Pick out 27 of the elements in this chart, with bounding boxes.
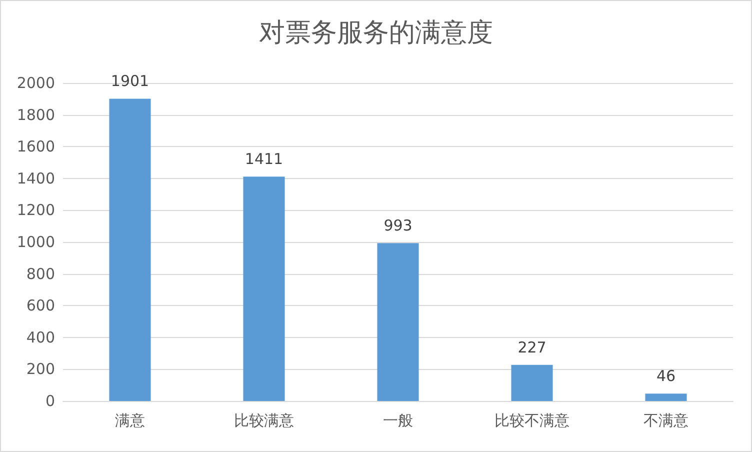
data-label: 1411 xyxy=(244,150,284,168)
bar xyxy=(511,364,553,401)
data-label: 1901 xyxy=(110,72,150,90)
x-tick-label: 比较不满意 xyxy=(494,412,570,430)
bar xyxy=(377,243,419,401)
y-tick-label: 1400 xyxy=(16,169,55,188)
y-tick-label: 2000 xyxy=(16,74,55,92)
chart-title: 对票务服务的满意度 xyxy=(259,18,493,48)
y-tick-label: 1600 xyxy=(16,138,55,156)
bar xyxy=(645,394,687,401)
y-tick-label: 800 xyxy=(26,264,55,283)
y-tick-label: 0 xyxy=(45,392,55,410)
data-label: 993 xyxy=(384,216,412,235)
y-tick-label: 400 xyxy=(26,328,55,346)
y-tick-label: 1800 xyxy=(16,106,55,124)
bar xyxy=(243,176,285,401)
y-tick-label: 1200 xyxy=(16,201,55,220)
y-tick-label: 600 xyxy=(26,296,55,315)
x-tick-label: 比较满意 xyxy=(234,412,294,430)
y-tick-label: 1000 xyxy=(16,233,55,251)
bar xyxy=(109,98,151,401)
x-tick-label: 不满意 xyxy=(644,412,688,430)
x-tick-label: 一般 xyxy=(383,412,413,430)
y-tick-label: 200 xyxy=(26,360,55,378)
x-tick-label: 满意 xyxy=(115,412,145,430)
data-label: 46 xyxy=(656,367,676,386)
data-label: 227 xyxy=(518,338,546,356)
